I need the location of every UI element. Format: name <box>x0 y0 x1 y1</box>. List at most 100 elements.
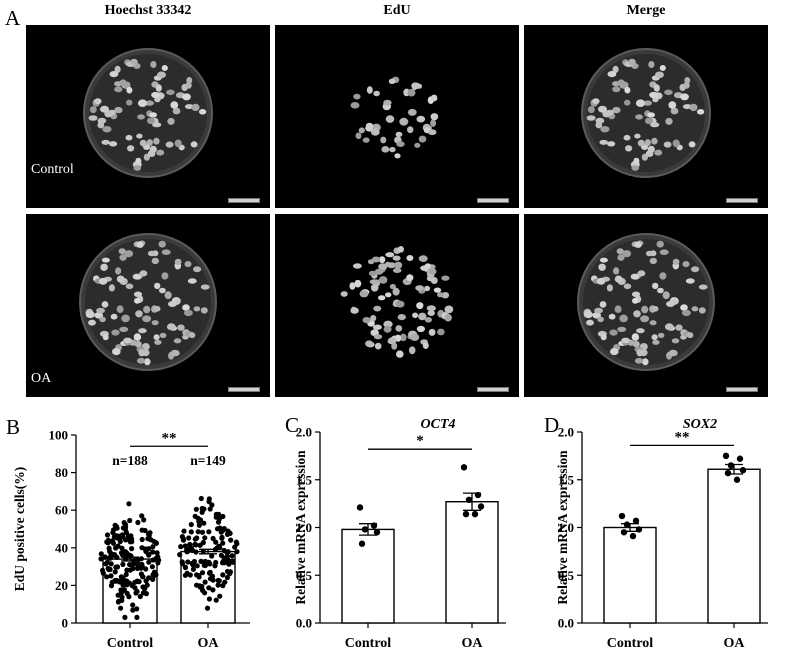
scale-bar <box>228 387 260 392</box>
nucleus <box>353 93 361 100</box>
nucleus <box>583 311 593 319</box>
data-point <box>100 567 106 573</box>
chart-c: C 0.0 0.5 1.0 1.5 2.0 Relative mRNA expressio… <box>285 413 506 651</box>
data-point <box>123 571 129 578</box>
nucleus <box>174 258 182 266</box>
nucleus <box>102 334 109 341</box>
y-tick-label: 20 <box>55 578 68 593</box>
data-point <box>119 597 125 603</box>
nucleus <box>663 141 672 148</box>
nucleus <box>696 109 705 115</box>
data-point <box>233 539 239 545</box>
data-point <box>189 547 196 554</box>
nucleus <box>635 114 643 120</box>
nucleus <box>109 141 118 147</box>
nucleus <box>134 297 141 304</box>
nucleus <box>123 337 132 344</box>
nucleus <box>135 157 142 165</box>
data-point <box>739 467 747 474</box>
data-point <box>462 510 470 518</box>
data-point <box>127 561 133 568</box>
nucleus <box>88 115 98 121</box>
nucleus <box>659 65 666 71</box>
data-point <box>724 469 732 477</box>
nucleus <box>96 307 105 314</box>
data-point <box>197 542 203 548</box>
nucleus <box>610 348 619 356</box>
nucleus <box>441 292 450 299</box>
nucleus <box>198 109 207 115</box>
data-point <box>215 519 222 525</box>
nucleus <box>640 315 650 323</box>
data-point <box>199 529 206 535</box>
nucleus <box>599 257 608 263</box>
scale-bar <box>726 198 758 203</box>
nucleus <box>350 307 359 314</box>
nucleus <box>378 263 388 271</box>
scale-bar <box>726 387 758 392</box>
nucleus <box>389 283 396 290</box>
data-point <box>118 605 124 611</box>
nucleus <box>441 275 450 281</box>
y-tick-label: 1.0 <box>296 520 312 535</box>
nucleus <box>114 106 123 114</box>
nucleus <box>378 276 388 284</box>
data-point <box>198 495 204 502</box>
nucleus <box>94 312 103 319</box>
data-point <box>149 564 155 570</box>
nucleus <box>121 314 130 323</box>
y-tick-label: 0.5 <box>558 568 575 583</box>
nucleus <box>652 306 659 312</box>
nucleus <box>362 137 370 143</box>
nucleus <box>675 324 683 331</box>
nucleus <box>418 255 428 262</box>
nucleus <box>633 157 640 165</box>
nucleus <box>422 342 429 349</box>
data-point <box>201 506 207 512</box>
nucleus <box>641 305 649 314</box>
micro-oa-edu <box>275 214 519 397</box>
nucleus <box>427 310 435 316</box>
data-point <box>230 559 236 565</box>
data-point <box>184 549 190 555</box>
data-point <box>134 614 140 620</box>
nucleus <box>592 312 601 319</box>
data-point <box>207 506 213 512</box>
nucleus <box>157 71 166 79</box>
data-point <box>150 544 156 550</box>
nucleus <box>142 315 152 323</box>
nucleus <box>665 117 673 125</box>
nucleus <box>672 139 680 148</box>
nucleus <box>381 146 390 153</box>
nucleus <box>600 334 607 341</box>
nucleus <box>98 277 108 285</box>
data-point <box>123 556 129 562</box>
nucleus <box>698 307 706 314</box>
nucleus <box>151 91 160 99</box>
nucleus <box>200 284 210 290</box>
data-point <box>139 513 145 519</box>
nucleus <box>636 328 645 334</box>
nucleus <box>378 256 386 264</box>
nucleus <box>430 113 439 121</box>
nucleus <box>114 65 121 73</box>
scale-bar <box>477 198 509 203</box>
y-tick-label: 1.5 <box>558 472 575 487</box>
nucleus <box>184 104 194 110</box>
nucleus <box>136 133 143 139</box>
data-point <box>139 545 145 551</box>
y-tick-label: 1.5 <box>296 472 313 487</box>
data-point <box>182 564 189 571</box>
nucleus <box>182 304 190 311</box>
nucleus <box>657 287 664 294</box>
nucleus <box>88 319 96 326</box>
data-point <box>187 541 193 548</box>
data-point <box>220 583 226 589</box>
data-point <box>119 545 125 551</box>
nucleus <box>365 340 374 347</box>
nucleus <box>662 291 670 300</box>
nucleus <box>392 255 401 261</box>
data-point <box>187 572 193 578</box>
nucleus <box>395 325 403 332</box>
data-point <box>215 577 221 584</box>
